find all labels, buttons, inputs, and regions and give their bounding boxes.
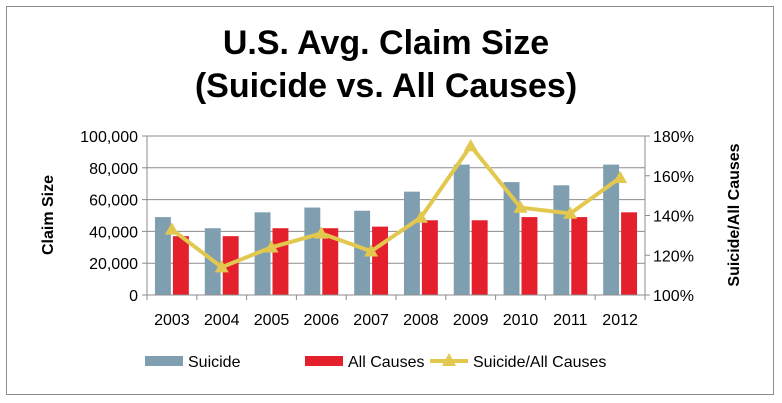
legend-label: Suicide/All Causes <box>473 354 606 371</box>
bar-suicide-2005 <box>254 212 271 295</box>
x-tick-label: 2011 <box>553 312 588 329</box>
y2-axis-title: Suicide/All Causes <box>726 143 743 286</box>
y-tick-label: 20,000 <box>89 256 138 273</box>
y-tick-label: 40,000 <box>89 224 138 241</box>
bar-all-causes-2012 <box>621 212 638 295</box>
axes <box>142 135 650 300</box>
y2-tick-label: 140% <box>653 209 694 226</box>
bar-all-causes-2008 <box>421 220 438 295</box>
y-tick-label: 60,000 <box>89 193 138 210</box>
legend-swatch-all-causes <box>305 356 343 366</box>
ratio-point-2010 <box>513 200 528 213</box>
ratio-point-2012 <box>613 170 628 183</box>
ratio-point-2011 <box>563 206 578 219</box>
ratio-point-2005 <box>264 240 279 253</box>
bar-suicide-2003 <box>154 217 171 295</box>
legend-label: Suicide <box>188 354 241 371</box>
bar-suicide-2009 <box>453 164 470 295</box>
bar-all-causes-2009 <box>471 220 488 295</box>
bar-all-causes-2005 <box>272 228 289 295</box>
y2-tick-label: 180% <box>653 129 694 146</box>
bar-all-causes-2003 <box>172 236 189 295</box>
y2-tick-label: 160% <box>653 169 694 186</box>
x-tick-label: 2004 <box>204 312 240 329</box>
x-tick-label: 2012 <box>602 312 638 329</box>
ratio-point-2004 <box>214 260 229 273</box>
bar-suicide-2007 <box>354 210 371 295</box>
bar-all-causes-2010 <box>521 217 538 295</box>
legend-label: All Causes <box>348 354 424 371</box>
x-tick-label: 2003 <box>154 312 190 329</box>
y-tick-label: 100,000 <box>80 129 138 146</box>
bar-all-causes-2011 <box>571 217 588 295</box>
bar-all-causes-2006 <box>322 228 339 295</box>
ratio-line <box>164 138 628 273</box>
y2-tick-label: 120% <box>653 248 694 265</box>
ratio-point-2006 <box>314 226 329 239</box>
bar-suicide-2008 <box>403 191 420 295</box>
line-ratio <box>170 143 622 270</box>
chart-frame <box>6 6 774 395</box>
bar-suicide-2011 <box>553 185 570 295</box>
ratio-point-2008 <box>413 210 428 223</box>
legend-swatch-suicide <box>145 356 183 366</box>
chart-title-line-2: (Suicide vs. All Causes) <box>195 67 577 105</box>
y-axis-title: Claim Size <box>40 175 57 255</box>
legend-swatch-marker <box>442 353 456 366</box>
bar-all-causes-2007 <box>372 226 389 295</box>
bars <box>154 164 638 295</box>
grid-lines <box>147 135 645 264</box>
ratio-point-2009 <box>463 138 478 152</box>
x-tick-label: 2005 <box>254 312 290 329</box>
bar-suicide-2012 <box>603 164 620 295</box>
ratio-point-2003 <box>164 222 179 235</box>
bar-suicide-2006 <box>304 207 321 295</box>
x-tick-label: 2010 <box>503 312 539 329</box>
legend: Suicide All Causes Suicide/All Causes <box>145 353 606 371</box>
x-tick-label: 2006 <box>304 312 340 329</box>
x-tick-label: 2009 <box>453 312 489 329</box>
x-tick-label: 2008 <box>403 312 439 329</box>
y2-tick-label: 100% <box>653 288 694 305</box>
chart-title-line-1: U.S. Avg. Claim Size <box>223 24 549 62</box>
y-tick-label: 0 <box>129 288 138 305</box>
ratio-point-2007 <box>364 244 379 257</box>
tick-labels: 0 20,000 40,000 60,000 80,000 100,000 100% 120%… <box>80 129 694 329</box>
y-tick-label: 80,000 <box>89 161 138 178</box>
x-tick-label: 2007 <box>353 312 389 329</box>
